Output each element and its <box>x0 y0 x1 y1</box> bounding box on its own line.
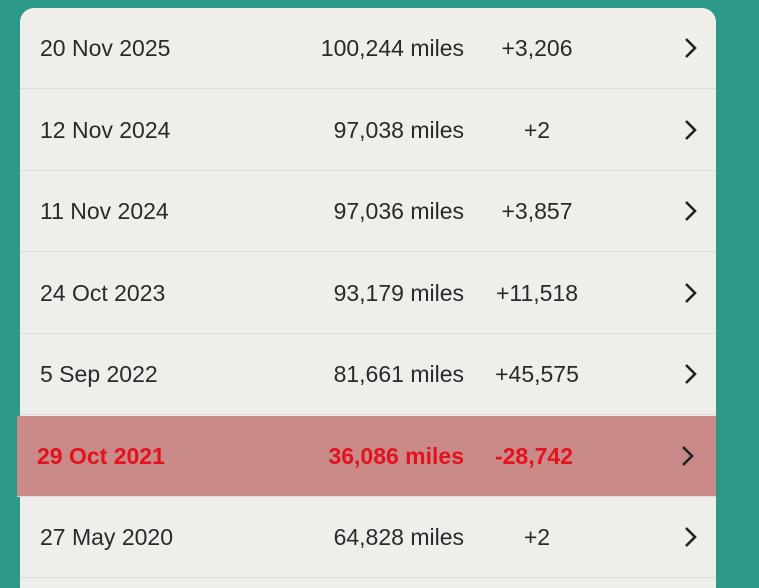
date: 29 Oct 2021 <box>37 442 165 469</box>
screen: 20 Nov 2025 100,244 miles +3,206 12 Nov 202… <box>17 8 716 588</box>
mileage: 100,244 miles <box>320 35 464 61</box>
chevron-path <box>685 364 697 384</box>
chevron <box>685 38 697 58</box>
mileage: 64,828 miles <box>333 524 464 550</box>
change: +3,206 <box>501 35 573 61</box>
mileage: 93,179 miles <box>333 279 464 306</box>
mileage: 97,036 miles <box>333 198 464 224</box>
chevron-path <box>685 119 697 140</box>
chevron <box>685 364 697 384</box>
mileage-row[interactable]: 11 Nov 2024 97,036 miles +3,857 <box>20 171 716 252</box>
chevron <box>682 445 694 466</box>
mileage-row[interactable]: 29 Oct 2021 36,086 miles -28,742 <box>17 415 716 497</box>
change: +3,857 <box>501 198 573 224</box>
chevron-path <box>682 445 694 466</box>
mileage-row[interactable]: 20 Nov 2025 100,244 miles +3,206 <box>20 8 716 89</box>
chevron-path <box>685 201 697 221</box>
change: +11,518 <box>495 279 579 306</box>
chevron <box>685 119 697 140</box>
change: +2 <box>523 524 551 550</box>
mileage: 36,086 miles <box>328 442 464 469</box>
mileage-list: 20 Nov 2025 100,244 miles +3,206 12 Nov 202… <box>17 8 716 588</box>
chevron <box>685 201 697 221</box>
change: -28,742 <box>494 442 573 469</box>
date: 12 Nov 2024 <box>40 116 171 143</box>
chevron <box>685 527 697 547</box>
chevron <box>685 282 697 303</box>
chevron-path <box>685 527 697 547</box>
date: 11 Nov 2024 <box>40 198 169 224</box>
mileage-row[interactable]: 27 May 2020 64,828 miles +2 <box>20 497 716 578</box>
mileage: 81,661 miles <box>333 361 464 387</box>
mileage-row[interactable]: 12 Nov 2024 97,038 miles +2 <box>20 90 716 171</box>
change: +45,575 <box>495 361 579 387</box>
chevron-path <box>685 38 697 58</box>
mileage-row[interactable]: 5 Sep 2022 81,661 miles +45,575 <box>20 334 716 415</box>
date: 20 Nov 2025 <box>40 35 171 61</box>
change: +2 <box>523 116 551 143</box>
date: 27 May 2020 <box>40 524 173 550</box>
mileage: 97,038 miles <box>333 116 464 143</box>
mileage-row[interactable]: 24 Oct 2023 93,179 miles +11,518 <box>20 253 716 334</box>
date: 24 Oct 2023 <box>40 279 166 306</box>
chevron-path <box>685 282 697 303</box>
date: 5 Sep 2022 <box>40 361 158 387</box>
